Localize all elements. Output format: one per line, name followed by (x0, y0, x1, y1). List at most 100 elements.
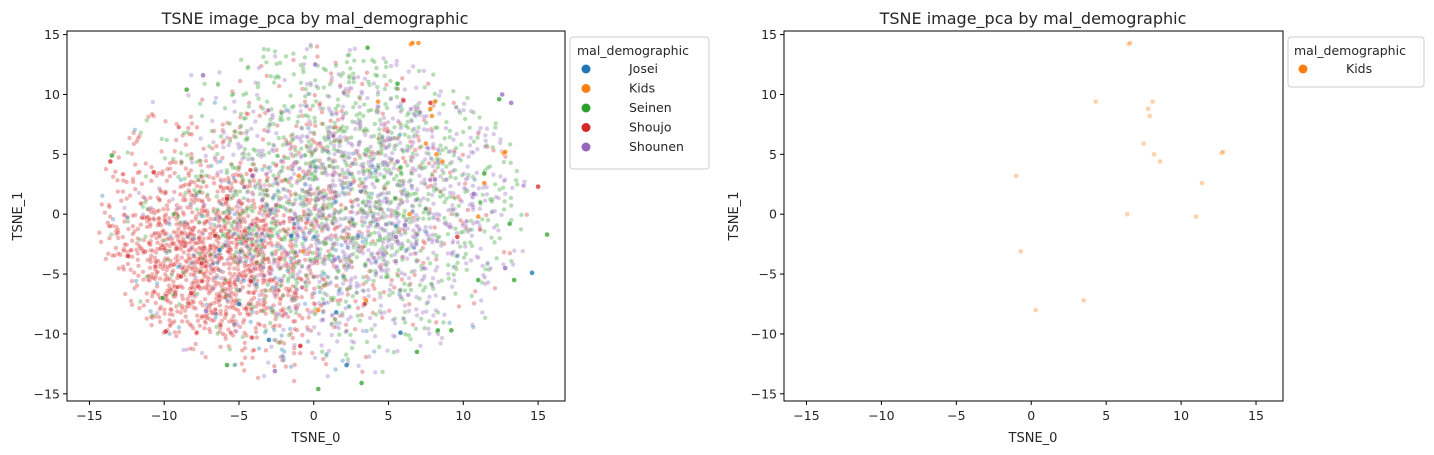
scatter-point-shoujo (205, 163, 211, 169)
scatter-point-josei (343, 362, 350, 368)
scatter-point-shounen (411, 268, 417, 274)
scatter-point-seinen (385, 180, 391, 186)
scatter-point-shounen (412, 197, 418, 203)
scatter-point-shoujo (131, 130, 137, 136)
scatter-point-kids (1140, 140, 1147, 147)
scatter-point-shoujo (120, 188, 126, 194)
scatter-point-josei (311, 158, 317, 164)
scatter-point-josei (232, 211, 238, 217)
scatter-point-shoujo (188, 114, 194, 120)
scatter-point-shounen (355, 197, 361, 203)
scatter-point-shounen (444, 176, 450, 182)
scatter-point-shoujo (135, 257, 141, 263)
scatter-point-shounen (470, 207, 476, 213)
scatter-point-seinen (422, 84, 428, 90)
scatter-point-seinen (222, 277, 228, 283)
scatter-point-seinen (443, 119, 449, 125)
scatter-point-shounen (333, 275, 339, 281)
scatter-point-shounen (252, 119, 258, 125)
scatter-point-shounen (360, 208, 366, 214)
scatter-point-shoujo (359, 218, 365, 224)
scatter-point-seinen (321, 135, 327, 141)
scatter-point-kids (1018, 248, 1024, 255)
scatter-point-shoujo (187, 286, 193, 292)
scatter-point-shounen (414, 186, 420, 192)
scatter-point-shounen (471, 191, 477, 197)
scatter-point-shoujo (167, 160, 173, 166)
scatter-point-josei (307, 163, 313, 169)
scatter-point-seinen (181, 269, 187, 275)
scatter-point-seinen (144, 117, 150, 123)
scatter-point-josei (305, 125, 311, 131)
scatter-point-shounen (437, 173, 443, 179)
scatter-point-shounen (337, 134, 343, 140)
scatter-point-shoujo (126, 135, 132, 141)
scatter-point-shoujo (179, 318, 185, 324)
scatter-point-shoujo (306, 314, 312, 320)
scatter-point-seinen (195, 177, 201, 183)
scatter-point-seinen (312, 77, 318, 83)
scatter-point-shounen (441, 295, 447, 301)
scatter-point-shoujo (225, 261, 231, 267)
scatter-point-seinen (295, 119, 301, 125)
scatter-point-shoujo (207, 231, 213, 237)
scatter-point-josei (454, 253, 460, 259)
scatter-point-seinen (340, 124, 346, 130)
scatter-point-seinen (357, 155, 363, 161)
scatter-point-shounen (430, 201, 436, 207)
scatter-point-josei (132, 127, 138, 133)
scatter-point-shoujo (144, 316, 150, 322)
scatter-point-shoujo (167, 323, 173, 329)
scatter-point-shoujo (248, 278, 254, 284)
scatter-point-shounen (393, 234, 399, 240)
scatter-point-seinen (227, 346, 233, 352)
scatter-point-shoujo (152, 313, 158, 319)
scatter-point-shounen (361, 171, 367, 177)
scatter-point-shounen (444, 222, 450, 228)
scatter-point-shoujo (471, 300, 477, 306)
scatter-point-seinen (450, 88, 456, 94)
scatter-point-shoujo (190, 325, 196, 331)
right-plot-frame (783, 30, 1284, 402)
scatter-point-josei (343, 329, 349, 335)
scatter-point-shoujo (177, 191, 183, 197)
scatter-point-shounen (425, 255, 431, 261)
scatter-point-shoujo (115, 189, 121, 195)
scatter-point-kids (1151, 151, 1157, 158)
scatter-point-josei (278, 278, 284, 284)
scatter-point-shoujo (174, 246, 180, 252)
scatter-point-shounen (447, 190, 453, 196)
scatter-point-shoujo (220, 140, 226, 146)
scatter-point-shounen (398, 125, 404, 131)
scatter-point-shoujo (221, 185, 227, 191)
scatter-point-shoujo (258, 63, 264, 69)
scatter-point-shoujo (420, 238, 426, 244)
scatter-point-shounen (380, 240, 386, 246)
scatter-point-shoujo (152, 255, 158, 261)
scatter-point-shoujo (359, 81, 365, 87)
scatter-point-shoujo (193, 341, 199, 347)
scatter-point-seinen (335, 103, 341, 109)
scatter-point-shoujo (397, 229, 403, 235)
scatter-point-seinen (137, 298, 143, 304)
scatter-point-josei (212, 100, 218, 106)
scatter-point-seinen (345, 52, 351, 58)
scatter-point-seinen (263, 288, 269, 294)
scatter-point-shounen (375, 211, 381, 217)
scatter-point-seinen (414, 349, 420, 355)
scatter-point-shounen (357, 104, 363, 110)
scatter-point-shoujo (307, 121, 313, 127)
scatter-point-shounen (317, 140, 323, 146)
scatter-point-shounen (321, 194, 327, 200)
scatter-point-shounen (426, 331, 432, 337)
scatter-point-shounen (303, 104, 309, 110)
scatter-point-seinen (285, 276, 291, 282)
scatter-point-shoujo (196, 284, 202, 290)
scatter-point-shoujo (116, 265, 122, 271)
scatter-point-seinen (374, 73, 380, 79)
scatter-point-seinen (518, 226, 524, 232)
scatter-point-shoujo (220, 122, 226, 128)
scatter-point-shoujo (220, 287, 226, 293)
scatter-point-shoujo (231, 279, 237, 285)
scatter-point-seinen (222, 105, 228, 111)
